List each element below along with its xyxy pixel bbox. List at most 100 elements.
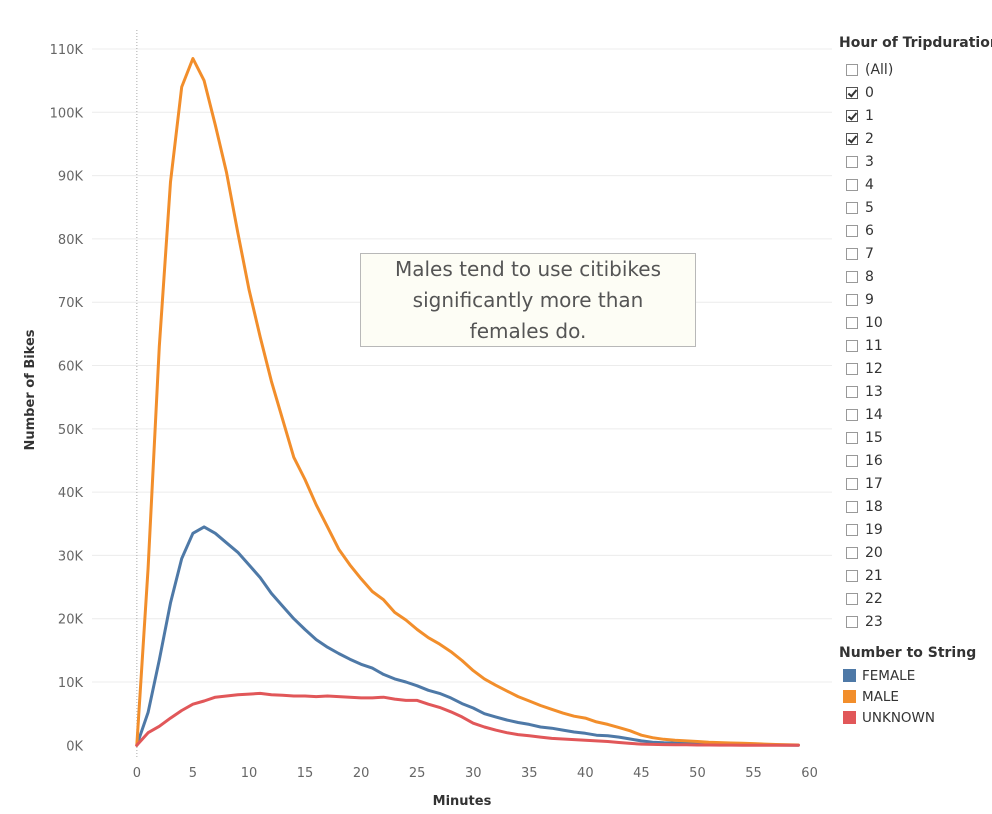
series-line-unknown[interactable] <box>135 691 800 747</box>
x-axis-ticks: 0 5 10 15 20 25 30 35 40 45 50 55 60 <box>133 766 818 781</box>
filter-option-label: 14 <box>865 406 883 423</box>
x-tick-label: 20 <box>353 766 370 781</box>
checkbox[interactable] <box>846 546 858 559</box>
checkbox[interactable] <box>846 454 858 467</box>
filter-option-20[interactable]: 20 <box>839 541 989 564</box>
filter-option-5[interactable]: 5 <box>839 196 989 219</box>
checkbox[interactable] <box>846 155 858 168</box>
y-tick-label: 110K <box>50 43 84 58</box>
filter-option-label: 18 <box>865 498 883 515</box>
legend-swatch <box>843 711 856 724</box>
filter-option-14[interactable]: 14 <box>839 403 989 426</box>
checkbox[interactable] <box>846 408 858 421</box>
filter-option-2[interactable]: 2 <box>839 127 989 150</box>
checkbox[interactable] <box>846 569 858 582</box>
y-tick-label: 80K <box>58 233 84 248</box>
filter-option-19[interactable]: 19 <box>839 518 989 541</box>
checkbox[interactable] <box>846 523 858 536</box>
x-tick-label: 55 <box>745 766 762 781</box>
x-tick-label: 45 <box>633 766 650 781</box>
filter-option-8[interactable]: 8 <box>839 265 989 288</box>
checkbox[interactable] <box>846 109 858 122</box>
checkbox[interactable] <box>846 63 858 76</box>
checkbox[interactable] <box>846 201 858 214</box>
filter-option-7[interactable]: 7 <box>839 242 989 265</box>
series-line-male[interactable] <box>135 57 800 747</box>
filter-option-label: 6 <box>865 222 874 239</box>
filter-option-23[interactable]: 23 <box>839 610 989 633</box>
y-axis-ticks: 0K 10K 20K 30K 40K 50K 60K 70K 80K 90K 100K 110K <box>50 43 84 754</box>
checkbox[interactable] <box>846 362 858 375</box>
filter-option-10[interactable]: 10 <box>839 311 989 334</box>
filter-option-label: 11 <box>865 337 883 354</box>
x-tick-label: 30 <box>465 766 482 781</box>
legend-swatch <box>843 690 856 703</box>
y-tick-label: 0K <box>66 739 83 754</box>
x-tick-label: 60 <box>801 766 818 781</box>
filter-option-21[interactable]: 21 <box>839 564 989 587</box>
checkbox[interactable] <box>846 316 858 329</box>
annotation-box: Males tend to use citibikes significantl… <box>360 253 696 347</box>
filter-option-1[interactable]: 1 <box>839 104 989 127</box>
filter-option-all[interactable]: (All) <box>839 58 989 81</box>
filter-option-0[interactable]: 0 <box>839 81 989 104</box>
checkbox[interactable] <box>846 500 858 513</box>
y-tick-label: 100K <box>50 106 84 121</box>
x-tick-label: 10 <box>241 766 258 781</box>
filter-option-16[interactable]: 16 <box>839 449 989 472</box>
filter-option-18[interactable]: 18 <box>839 495 989 518</box>
gridlines <box>92 48 832 683</box>
filter-option-label: 7 <box>865 245 874 262</box>
checkbox[interactable] <box>846 615 858 628</box>
x-tick-label: 5 <box>189 766 197 781</box>
hour-filter-panel: Hour of Tripduration (All) 0 1 2 3 4 5 6 7 8 9 10 11… <box>839 33 992 633</box>
checkbox[interactable] <box>846 132 858 145</box>
filter-option-label: 15 <box>865 429 883 446</box>
checkbox[interactable] <box>846 178 858 191</box>
checkbox[interactable] <box>846 592 858 605</box>
y-tick-label: 30K <box>58 549 84 564</box>
checkbox[interactable] <box>846 270 858 283</box>
filter-option-22[interactable]: 22 <box>839 587 989 610</box>
x-tick-label: 25 <box>409 766 426 781</box>
checkbox[interactable] <box>846 247 858 260</box>
checkbox[interactable] <box>846 293 858 306</box>
filter-option-3[interactable]: 3 <box>839 150 989 173</box>
filter-option-6[interactable]: 6 <box>839 219 989 242</box>
checkbox[interactable] <box>846 224 858 237</box>
legend-item-female[interactable]: FEMALE <box>839 665 989 686</box>
x-axis-title: Minutes <box>433 794 492 809</box>
filter-option-11[interactable]: 11 <box>839 334 989 357</box>
filter-option-label: 21 <box>865 567 883 584</box>
x-tick-label: 15 <box>297 766 314 781</box>
legend-list: FEMALE MALE UNKNOWN <box>839 665 989 728</box>
checkbox[interactable] <box>846 431 858 444</box>
checkbox[interactable] <box>846 86 858 99</box>
filter-option-label: 2 <box>865 130 874 147</box>
filter-option-label: 8 <box>865 268 874 285</box>
checkbox[interactable] <box>846 339 858 352</box>
filter-option-label: 13 <box>865 383 883 400</box>
annotation-text: Males tend to use citibikes significantl… <box>394 256 661 343</box>
checkbox[interactable] <box>846 477 858 490</box>
filter-option-17[interactable]: 17 <box>839 472 989 495</box>
legend-item-unknown[interactable]: UNKNOWN <box>839 707 989 728</box>
series-line-female[interactable] <box>135 525 800 747</box>
filter-option-12[interactable]: 12 <box>839 357 989 380</box>
checkbox[interactable] <box>846 385 858 398</box>
y-tick-label: 70K <box>58 296 84 311</box>
filter-option-label: 10 <box>865 314 883 331</box>
legend-label: FEMALE <box>862 667 916 684</box>
filter-option-label: 17 <box>865 475 883 492</box>
filter-option-13[interactable]: 13 <box>839 380 989 403</box>
color-legend: Number to String FEMALE MALE UNKNOWN <box>839 643 989 728</box>
y-tick-label: 50K <box>58 423 84 438</box>
y-tick-label: 60K <box>58 360 84 375</box>
filter-option-4[interactable]: 4 <box>839 173 989 196</box>
x-tick-label: 0 <box>133 766 141 781</box>
filter-option-9[interactable]: 9 <box>839 288 989 311</box>
legend-item-male[interactable]: MALE <box>839 686 989 707</box>
legend-label: UNKNOWN <box>862 709 936 726</box>
filter-option-15[interactable]: 15 <box>839 426 989 449</box>
